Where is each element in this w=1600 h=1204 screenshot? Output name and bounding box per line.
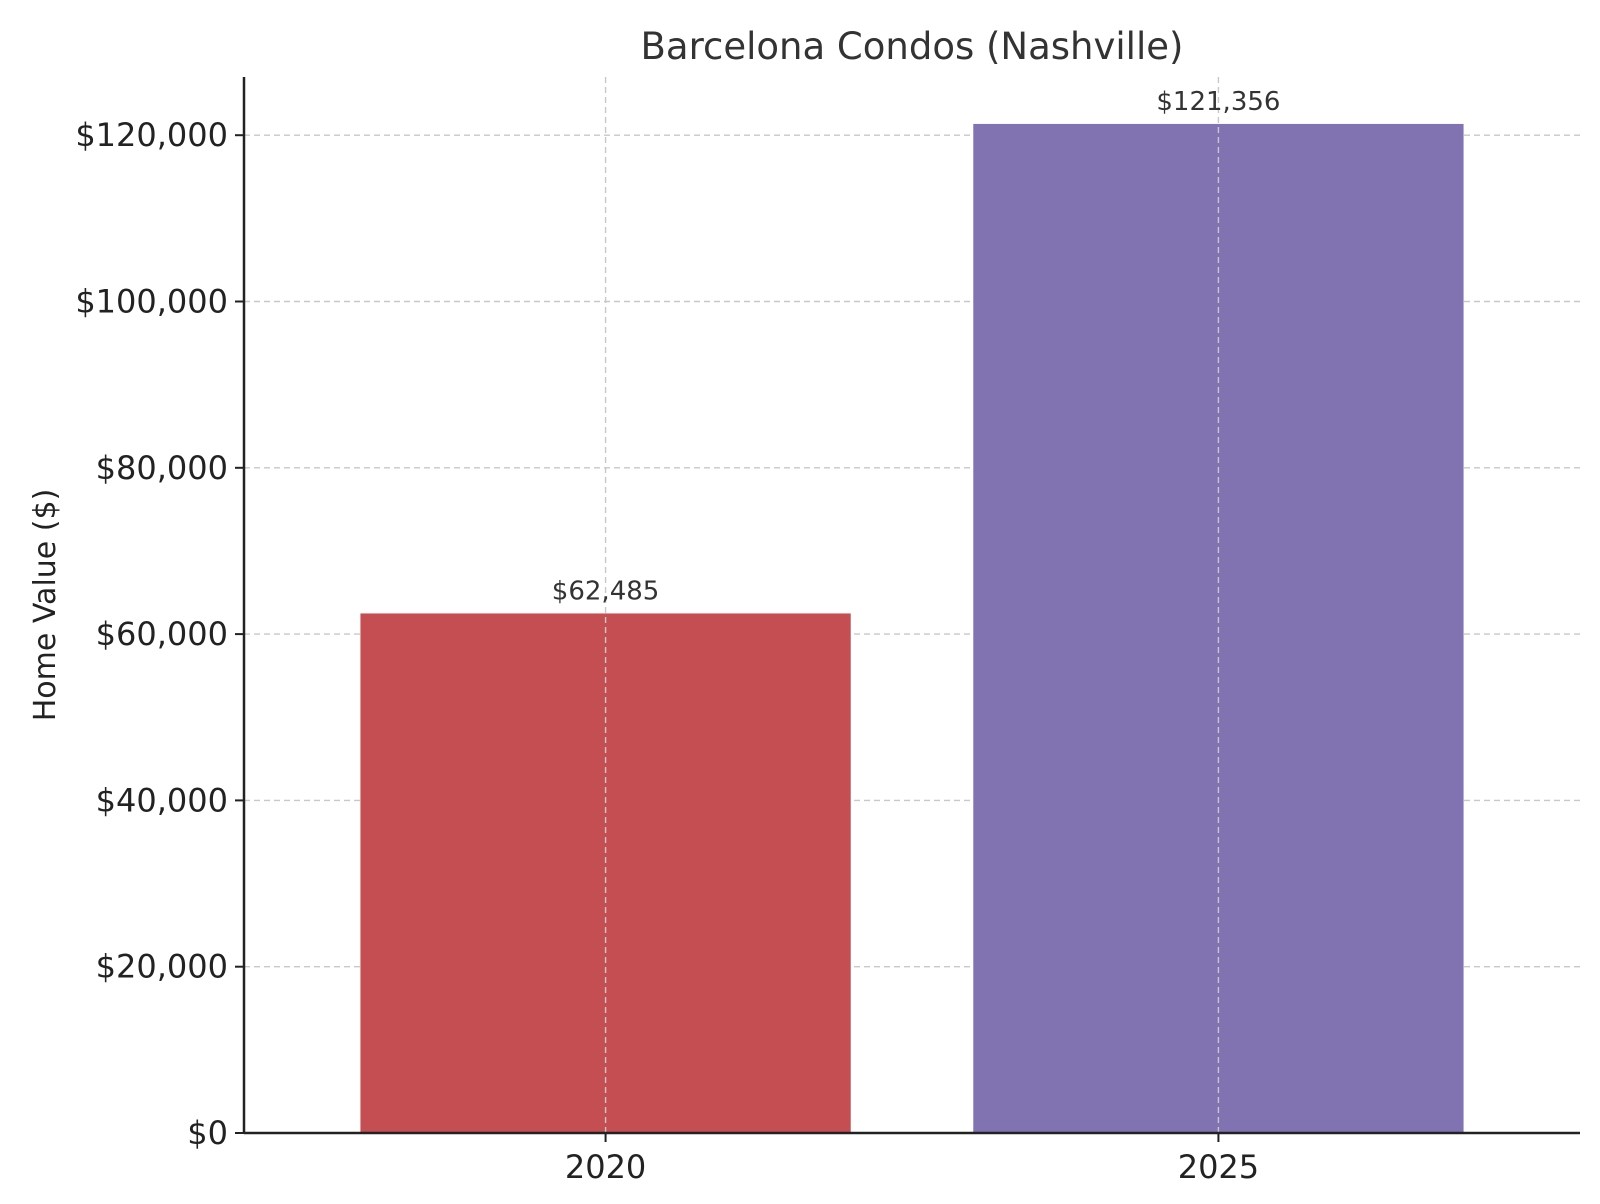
y-tick-label: $40,000	[96, 781, 228, 819]
y-tick-label: $80,000	[96, 449, 228, 487]
y-tick-label: $120,000	[75, 116, 228, 154]
bar-value-label: $121,356	[1156, 87, 1280, 117]
bars	[360, 77, 1464, 1134]
axes	[235, 77, 1580, 1142]
x-tick-label: 2020	[565, 1148, 646, 1186]
chart-title: Barcelona Condos (Nashville)	[641, 25, 1184, 68]
y-axis-label: Home Value ($)	[28, 489, 63, 722]
x-tick-label: 2025	[1178, 1148, 1259, 1186]
bar-value-label: $62,485	[552, 576, 660, 606]
labels: $0 $20,000 $40,000 $60,000 $80,000 $100,000 $1…	[75, 87, 1280, 1186]
y-tick-label: $20,000	[96, 948, 228, 986]
y-tick-label: $100,000	[75, 283, 228, 321]
y-tick-label: $60,000	[96, 615, 228, 653]
y-tick-label: $0	[187, 1114, 228, 1152]
